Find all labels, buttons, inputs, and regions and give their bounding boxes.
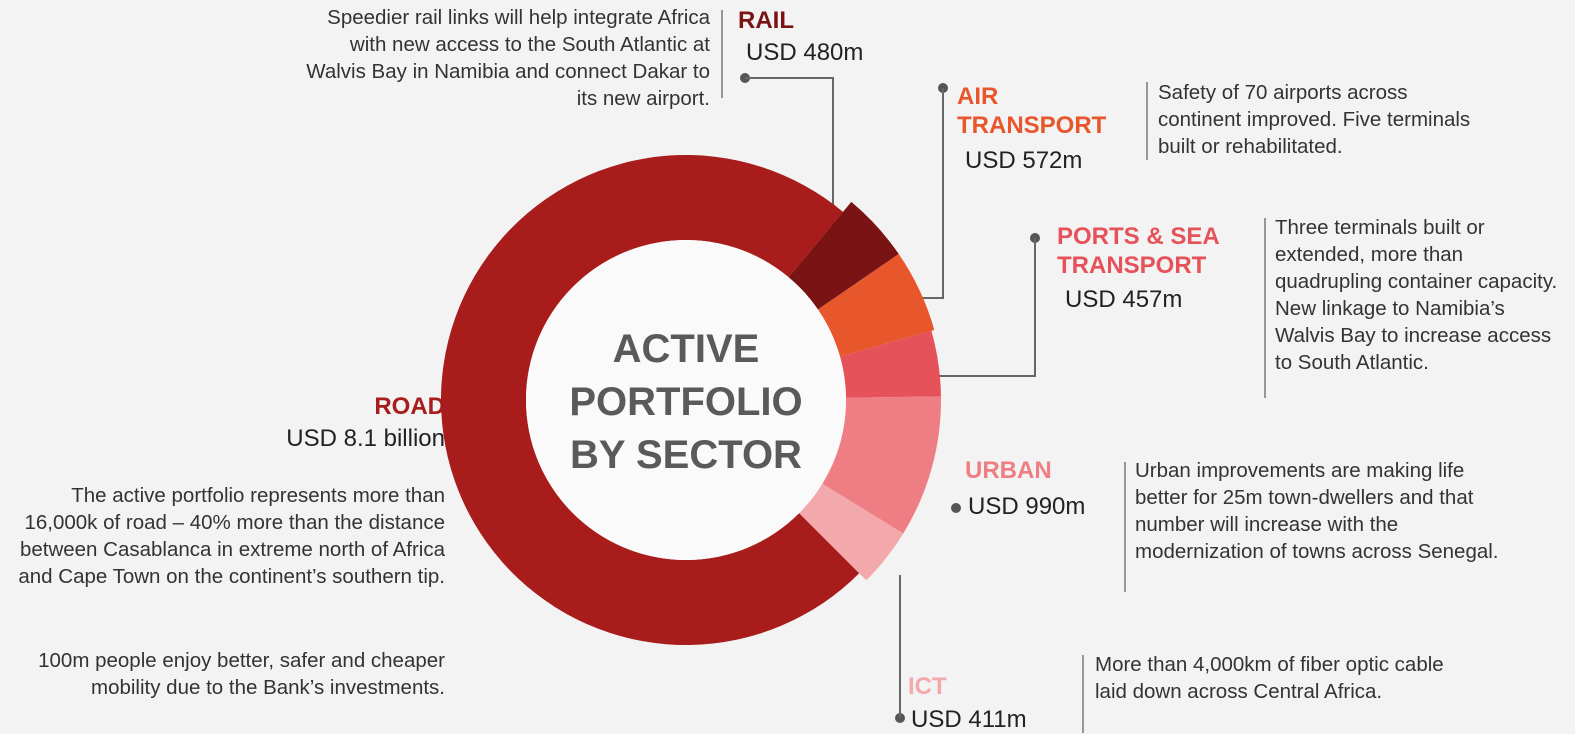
sector-value: USD 8.1 billion (286, 425, 445, 452)
sector-description: More than 4,000km of fiber optic cable l… (1095, 653, 1444, 703)
sector-value: USD 411m (911, 706, 1027, 733)
segment (822, 396, 941, 534)
sector-value: USD 480m (746, 39, 864, 66)
segment (799, 483, 904, 581)
segment (788, 201, 899, 310)
sector-value: USD 990m (968, 493, 1086, 520)
sector-description: Three terminals built or extended, more … (1275, 216, 1558, 374)
center-label: BY SECTOR (570, 433, 802, 477)
segments (440, 154, 941, 646)
sector-label: ROAD (374, 393, 445, 420)
sector-label: PORTS & SEA TRANSPORT (1057, 223, 1219, 279)
sector-description: Speedier rail links will help integrate … (306, 6, 710, 110)
leader-line (745, 77, 834, 240)
segment (440, 154, 860, 646)
segment (839, 330, 941, 398)
donut-hole (526, 240, 846, 560)
sector-label: ICT (908, 673, 947, 700)
center-label: PORTFOLIO (569, 380, 802, 424)
sector-label: URBAN (965, 457, 1052, 484)
sector-description: Safety of 70 airports across continent i… (1158, 81, 1471, 158)
sector-description: The active portfolio represents more tha… (18, 484, 445, 588)
sector-value: USD 457m (1065, 286, 1183, 313)
segment (817, 254, 935, 357)
center-label: ACTIVE (613, 327, 760, 371)
sector-value: USD 572m (965, 147, 1083, 174)
leader-line (925, 238, 1036, 377)
leader-dot (951, 503, 961, 513)
sector-label: RAIL (738, 7, 794, 34)
sector-description: 100m people enjoy better, safer and chea… (38, 649, 445, 699)
sector-label: AIR TRANSPORT (957, 83, 1107, 139)
sector-description: Urban improvements are making life bette… (1135, 459, 1499, 563)
